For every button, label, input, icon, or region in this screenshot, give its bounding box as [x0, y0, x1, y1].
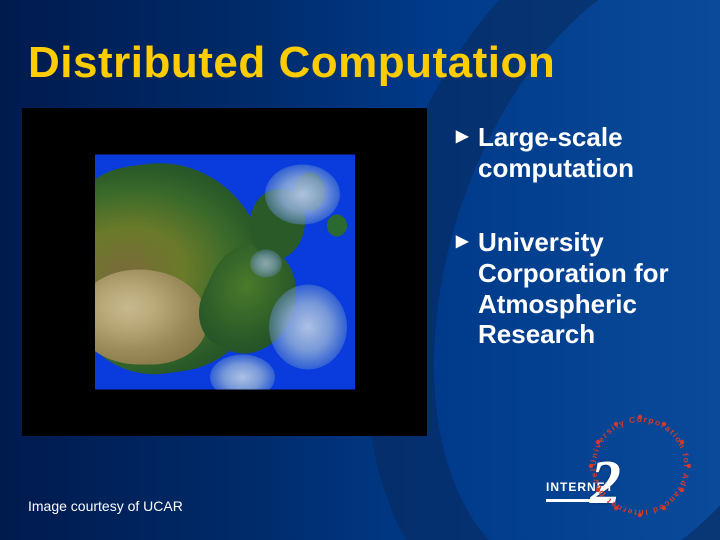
bullet-marker-icon: ▶: [456, 128, 468, 147]
logo-area: 2 INTERNET University Corporation for Ad…: [546, 422, 696, 522]
image-caption: Image courtesy of UCAR: [28, 498, 183, 514]
bullet-item: ▶ University Corporation for Atmospheric…: [452, 227, 702, 350]
figure-terrain-map: [22, 108, 427, 436]
slide: Distributed Computation ▶ Large-scale co…: [0, 0, 720, 540]
logo-seal: University Corporation for Advanced Inte…: [584, 410, 696, 522]
seal-ring-text: University Corporation for Advanced Inte…: [584, 410, 691, 517]
svg-text:University Corporation for Adv: University Corporation for Advanced Inte…: [584, 410, 691, 517]
bullet-text: University Corporation for Atmospheric R…: [478, 227, 669, 349]
terrain-render: [95, 155, 355, 390]
bullet-item: ▶ Large-scale computation: [452, 122, 702, 183]
page-title: Distributed Computation: [28, 38, 555, 88]
bullet-marker-icon: ▶: [456, 233, 468, 252]
bullet-list: ▶ Large-scale computation ▶ University C…: [452, 122, 702, 394]
bullet-text: Large-scale computation: [478, 122, 634, 183]
seal-icon: University Corporation for Advanced Inte…: [584, 410, 696, 522]
